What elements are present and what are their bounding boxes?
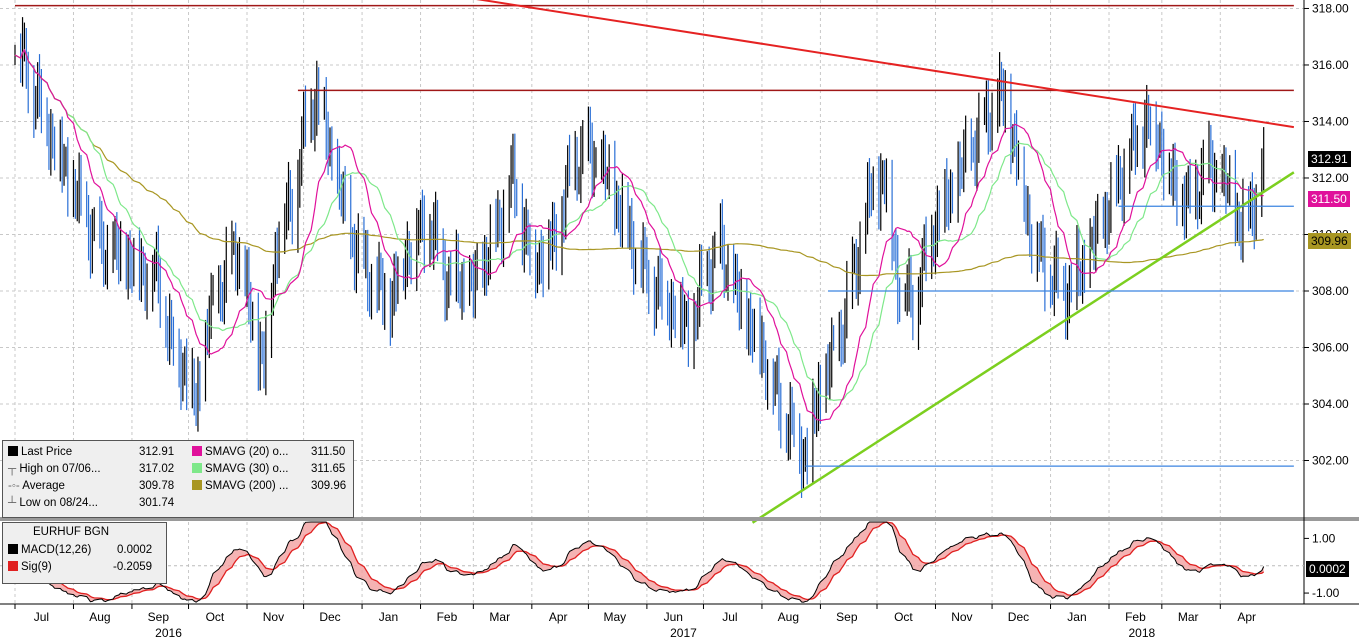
sma30-line [14, 48, 1265, 402]
legend-low-label: Low on 08/24... [19, 497, 98, 509]
sma20-swatch [192, 446, 202, 456]
x-month-label: Feb [1125, 610, 1146, 624]
x-month-label: Jan [379, 610, 398, 624]
sig-swatch [8, 561, 18, 571]
x-month-label: Apr [1237, 610, 1256, 624]
macd-swatch [8, 544, 18, 554]
legend-sma200: SMAVG (200) ... [192, 480, 289, 492]
legend-sma20-value: 311.50 [311, 446, 346, 458]
macd-histogram-area [15, 522, 1264, 603]
legend-sma200-value: 309.96 [311, 480, 347, 492]
x-month-label: Oct [894, 610, 913, 624]
macd-y-tick-label: -1.00 [1312, 586, 1340, 600]
x-month-label: Sep [148, 610, 170, 624]
x-month-label: Jul [722, 610, 737, 624]
sma200-line [14, 48, 1264, 277]
y-tick-label: 308.00 [1312, 284, 1349, 298]
price-bars [14, 17, 1265, 498]
legend-sma20: SMAVG (20) o... [192, 446, 289, 458]
legend-sma30-label: SMAVG (30) o... [205, 463, 289, 475]
legend-high-label: High on 07/06... [19, 463, 101, 475]
legend-macd-label: MACD(12,26) [21, 544, 92, 556]
x-year-label: 2016 [155, 626, 182, 640]
y-tick-label: 316.00 [1312, 58, 1349, 72]
signal-line [14, 521, 1265, 601]
legend-last-price: Last Price [8, 446, 72, 458]
panel-separator [0, 517, 1359, 521]
x-month-label: Dec [319, 610, 340, 624]
x-month-label: Dec [1008, 610, 1029, 624]
x-month-label: May [603, 610, 626, 624]
legend-sig: Sig(9) [8, 561, 52, 573]
legend-sig-value: -0.2059 [113, 561, 153, 573]
y-tick-label: 302.00 [1312, 453, 1349, 467]
x-month-label: Mar [489, 610, 510, 624]
legend-high: ┬ High on 07/06... [8, 463, 101, 475]
macd-title: EURHUF BGN [33, 526, 110, 538]
macd-line [14, 521, 1265, 603]
x-month-label: Nov [263, 610, 284, 624]
downtrend-line [476, 0, 1295, 129]
legend-high-value: 317.02 [139, 463, 175, 475]
x-month-label: Jan [1067, 610, 1086, 624]
main-legend: Last Price 312.91 ┬ High on 07/06... 317… [2, 440, 354, 518]
legend-sig-label: Sig(9) [21, 561, 52, 573]
x-month-label: Feb [437, 610, 458, 624]
uptrend-line [751, 171, 1295, 524]
macd-badge: 0.0002 [1306, 561, 1349, 577]
legend-macd-value: 0.0002 [117, 544, 153, 556]
legend-low: ┴ Low on 08/24... [8, 497, 98, 509]
legend-low-value: 301.74 [139, 497, 175, 509]
legend-sma20-label: SMAVG (20) o... [205, 446, 289, 458]
y-tick-label: 318.00 [1312, 1, 1349, 15]
y-tick-label: 312.00 [1312, 171, 1349, 185]
y-tick-label: 304.00 [1312, 397, 1349, 411]
x-month-label: Nov [951, 610, 972, 624]
x-year-label: 2018 [1128, 626, 1155, 640]
x-month-label: Aug [89, 610, 110, 624]
legend-average-label: Average [22, 480, 65, 492]
legend-sma30-value: 311.65 [311, 463, 346, 475]
y-tick-label: 314.00 [1312, 114, 1349, 128]
x-month-label: Sep [836, 610, 858, 624]
legend-sma200-label: SMAVG (200) ... [205, 480, 289, 492]
grid [0, 0, 1304, 604]
x-month-label: Mar [1178, 610, 1199, 624]
last-price-swatch [8, 446, 18, 456]
macd-legend: EURHUF BGN MACD(12,26) 0.0002 Sig(9) -0.… [2, 522, 167, 584]
legend-last-price-value: 312.91 [139, 446, 175, 458]
x-month-label: Apr [549, 610, 568, 624]
x-month-label: Aug [778, 610, 799, 624]
x-year-label: 2017 [670, 626, 697, 640]
sma30-swatch [192, 463, 202, 473]
legend-sma30: SMAVG (30) o... [192, 463, 289, 475]
y-tick-label: 306.00 [1312, 340, 1349, 354]
legend-last-price-label: Last Price [21, 446, 73, 458]
x-month-label: Jul [34, 610, 49, 624]
legend-average: -◦- Average [8, 480, 65, 492]
sma20-badge: 311.50 [1308, 191, 1350, 207]
legend-average-value: 309.78 [139, 480, 175, 492]
x-month-label: Jun [664, 610, 683, 624]
sma200-badge: 309.96 [1308, 233, 1351, 249]
macd-y-tick-label: 1.00 [1312, 531, 1336, 545]
sma20-line [14, 48, 1264, 422]
x-month-label: Oct [206, 610, 225, 624]
sma200-swatch [192, 480, 202, 490]
legend-macd: MACD(12,26) [8, 544, 91, 556]
last-price-badge: 312.91 [1308, 151, 1351, 167]
